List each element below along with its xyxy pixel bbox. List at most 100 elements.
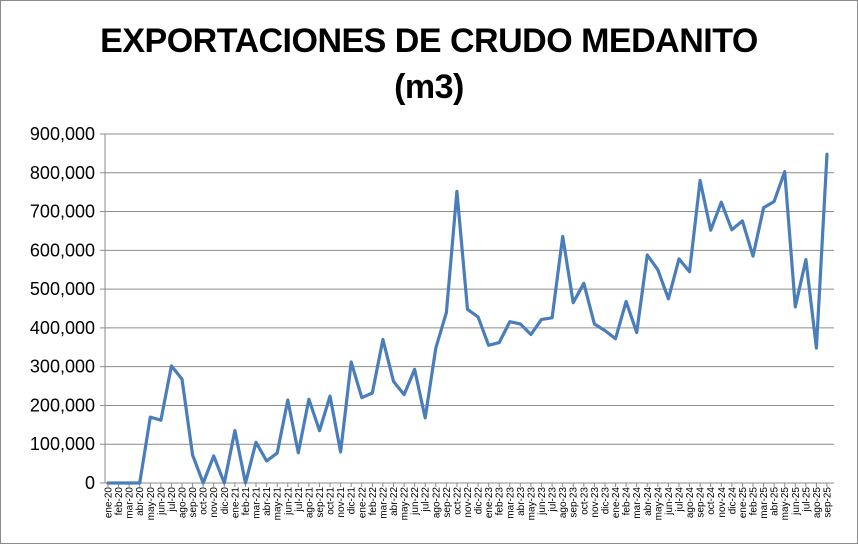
x-tick-label: may-21 [273,487,284,521]
x-tick-label: may-22 [400,487,411,521]
x-tick-label: nov-24 [717,487,728,518]
x-tick-label: jul-25 [801,487,812,513]
x-tick-label: may-24 [653,487,664,521]
x-tick-label: sep-24 [696,487,707,518]
x-tick-label: ago-23 [558,487,569,519]
x-tick-label: nov-20 [209,487,220,518]
data-point [476,315,480,319]
y-tick-label: 900,000 [30,124,95,144]
data-point [370,391,374,395]
data-point [201,481,205,485]
x-tick-label: jul-21 [294,487,305,513]
x-tick-label: abr-20 [135,487,146,516]
x-tick-label: mar-23 [505,487,516,519]
x-tick-label: sep-23 [569,487,580,518]
data-point [582,281,586,285]
y-axis-tick-labels: 0 100,000 200,000 300,000 400,000 500,000 600,… [30,124,95,493]
data-point [286,398,290,402]
x-tick-label: feb-24 [622,487,633,516]
data-point [783,170,787,174]
data-point [529,332,533,336]
x-tick-label: ago-25 [812,487,823,519]
x-tick-label: feb-21 [241,487,252,516]
data-point [222,481,226,485]
x-tick-label: jun-24 [664,487,675,516]
data-point [793,305,797,309]
x-tick-label: ene-25 [738,487,749,519]
data-point [275,451,279,455]
x-tick-label: ene-21 [230,487,241,519]
data-point [603,329,607,333]
x-tick-label: jul-22 [421,487,432,513]
x-tick-label: jun-21 [283,487,294,516]
x-tick-label: dic-23 [600,487,611,515]
chart-title: EXPORTACIONES DE CRUDO MEDANITO (m3) [0,18,858,110]
data-point [751,254,755,258]
data-point [423,416,427,420]
x-tick-label: nov-23 [590,487,601,518]
x-tick-label: may-20 [146,487,157,521]
data-point [307,397,311,401]
data-point [444,310,448,314]
data-point [106,481,110,485]
x-tick-label: ene-24 [611,487,622,519]
gridlines [105,133,834,445]
data-point [688,270,692,274]
axes [100,133,834,487]
chart-title-line-1: EXPORTACIONES DE CRUDO MEDANITO [100,22,758,60]
y-tick-label: 200,000 [30,395,95,415]
y-tick-label: 100,000 [30,434,95,454]
data-point [127,481,131,485]
x-tick-label: dic-24 [727,487,738,515]
data-point [212,454,216,458]
data-point [762,206,766,210]
series-line [106,152,829,485]
x-tick-label: nov-22 [463,487,474,518]
data-point [677,257,681,261]
data-point [592,322,596,326]
x-tick-label: ene-20 [104,487,115,519]
x-tick-label: sep-20 [188,487,199,518]
x-tick-label: ago-24 [685,487,696,519]
x-tick-label: jun-23 [537,487,548,516]
x-tick-label: jun-25 [791,487,802,516]
x-tick-label: oct-22 [452,487,463,515]
data-point [814,346,818,350]
data-point [169,364,173,368]
data-point [159,418,163,422]
y-tick-label: 500,000 [30,279,95,299]
data-point [561,234,565,238]
data-point [243,481,247,485]
y-tick-label: 300,000 [30,357,95,377]
x-tick-label: mar-24 [632,487,643,519]
data-point [730,228,734,232]
data-point [466,307,470,311]
data-point [740,219,744,223]
series-layer [106,152,829,485]
data-point [391,379,395,383]
y-tick-label: 400,000 [30,318,95,338]
data-point [635,331,639,335]
data-point [360,396,364,400]
data-point [265,459,269,463]
data-point [804,258,808,262]
x-tick-label: jun-20 [156,487,167,516]
y-tick-label: 800,000 [30,163,95,183]
x-tick-label: may-25 [780,487,791,521]
x-tick-label: feb-23 [495,487,506,516]
x-tick-label: abr-23 [516,487,527,516]
x-tick-label: dic-22 [474,487,485,515]
y-tick-label: 600,000 [30,240,95,260]
data-point [349,360,353,364]
x-axis-tick-labels: ene-20 feb-20 mar-20 abr-20 may-20 jun-20 jul-… [104,487,834,521]
y-tick-label: 0 [85,473,95,493]
x-tick-label: jun-22 [410,487,421,516]
chart-title-line-2: (m3) [394,68,464,106]
x-tick-label: feb-20 [114,487,125,516]
x-tick-label: abr-22 [389,487,400,516]
x-tick-label: dic-20 [220,487,231,515]
data-point [656,268,660,272]
data-point [317,429,321,433]
x-tick-label: ene-22 [357,487,368,519]
data-point [487,343,491,347]
